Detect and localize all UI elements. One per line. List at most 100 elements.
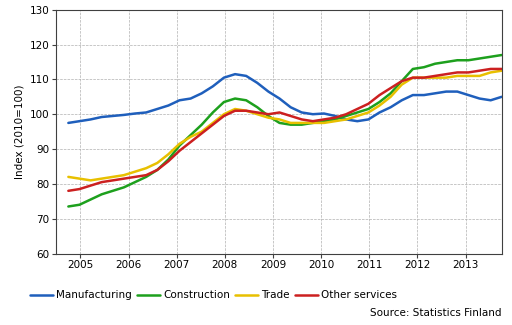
Manufacturing [499, 95, 505, 99]
Other services [187, 140, 194, 144]
Line: Manufacturing: Manufacturing [69, 74, 502, 123]
Construction [454, 58, 460, 62]
Trade [288, 121, 294, 125]
Construction [388, 91, 394, 95]
Trade [187, 135, 194, 139]
Manufacturing [321, 111, 327, 115]
Manufacturing [99, 115, 105, 119]
Other services [332, 116, 338, 120]
Other services [499, 67, 505, 71]
Other services [177, 149, 183, 153]
Construction [321, 119, 327, 123]
Other services [288, 114, 294, 118]
Construction [443, 60, 449, 64]
Manufacturing [354, 119, 360, 123]
Construction [76, 203, 82, 207]
Trade [66, 175, 72, 179]
Trade [477, 74, 483, 78]
Manufacturing [487, 98, 494, 102]
Manufacturing [298, 111, 305, 114]
Trade [154, 161, 160, 165]
Manufacturing [165, 104, 172, 108]
Other services [110, 178, 116, 182]
Manufacturing [443, 90, 449, 94]
Manufacturing [76, 119, 82, 123]
Other services [276, 111, 283, 114]
Construction [354, 111, 360, 114]
Trade [165, 152, 172, 156]
Other services [343, 112, 349, 116]
Trade [210, 121, 216, 125]
Trade [132, 170, 138, 174]
Trade [298, 121, 305, 125]
Manufacturing [121, 113, 127, 117]
Manufacturing [110, 114, 116, 118]
Construction [154, 168, 160, 172]
Manufacturing [310, 112, 316, 116]
Trade [143, 166, 149, 170]
Trade [177, 142, 183, 146]
Other services [399, 79, 405, 83]
Trade [321, 121, 327, 125]
Construction [121, 185, 127, 189]
Trade [343, 118, 349, 122]
Other services [99, 180, 105, 184]
Manufacturing [421, 93, 427, 97]
Other services [76, 187, 82, 191]
Manufacturing [465, 93, 472, 97]
Manufacturing [399, 98, 405, 102]
Trade [276, 118, 283, 122]
Other services [132, 175, 138, 179]
Construction [210, 111, 216, 114]
Other services [221, 114, 227, 118]
Manufacturing [66, 121, 72, 125]
Other services [454, 71, 460, 74]
Construction [143, 175, 149, 179]
Trade [88, 178, 94, 182]
Construction [243, 98, 249, 102]
Other services [121, 177, 127, 181]
Other services [321, 118, 327, 122]
Manufacturing [143, 111, 149, 114]
Manufacturing [199, 91, 205, 95]
Trade [388, 95, 394, 99]
Manufacturing [221, 76, 227, 80]
Trade [254, 112, 260, 116]
Manufacturing [366, 118, 372, 122]
Manufacturing [210, 84, 216, 88]
Manufacturing [88, 118, 94, 122]
Construction [221, 100, 227, 104]
Y-axis label: Index (2010=100): Index (2010=100) [14, 84, 24, 179]
Line: Trade: Trade [69, 71, 502, 180]
Text: Source: Statistics Finland: Source: Statistics Finland [370, 308, 502, 318]
Manufacturing [343, 118, 349, 122]
Construction [165, 158, 172, 162]
Trade [76, 177, 82, 181]
Other services [354, 107, 360, 111]
Trade [243, 109, 249, 113]
Line: Construction: Construction [69, 55, 502, 206]
Construction [343, 114, 349, 118]
Manufacturing [132, 111, 138, 115]
Manufacturing [276, 97, 283, 100]
Construction [254, 105, 260, 109]
Construction [187, 133, 194, 137]
Other services [487, 67, 494, 71]
Construction [88, 198, 94, 202]
Other services [232, 109, 238, 113]
Manufacturing [410, 93, 416, 97]
Construction [66, 204, 72, 208]
Trade [366, 111, 372, 114]
Other services [265, 112, 271, 116]
Other services [421, 76, 427, 80]
Manufacturing [477, 97, 483, 100]
Other services [199, 131, 205, 135]
Other services [388, 86, 394, 90]
Other services [165, 159, 172, 163]
Trade [499, 69, 505, 73]
Trade [399, 83, 405, 86]
Construction [265, 114, 271, 118]
Construction [298, 123, 305, 127]
Other services [310, 119, 316, 123]
Manufacturing [265, 90, 271, 94]
